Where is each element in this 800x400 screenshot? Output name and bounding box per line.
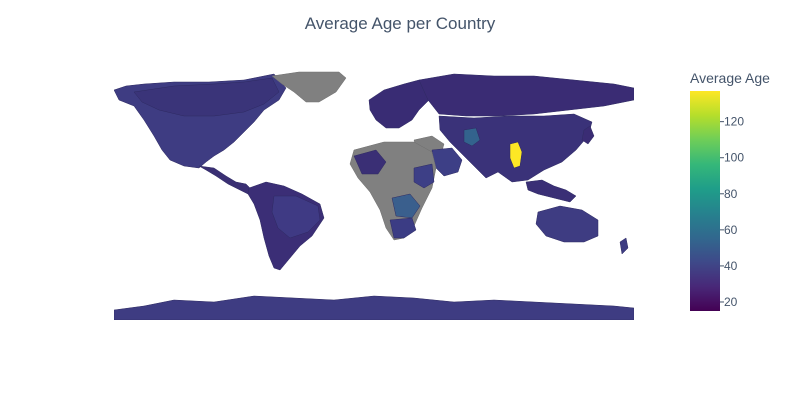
colorbar-tick-label: 20 bbox=[724, 295, 738, 309]
region-africa-west[interactable] bbox=[353, 149, 387, 175]
region-africa-central[interactable] bbox=[391, 193, 421, 219]
region-southeast-asia[interactable] bbox=[525, 179, 577, 203]
region-myanmar[interactable] bbox=[509, 141, 523, 169]
region-new-zealand[interactable] bbox=[619, 237, 629, 255]
region-greenland[interactable] bbox=[271, 71, 347, 103]
region-africa-east[interactable] bbox=[413, 163, 435, 189]
region-africa-south[interactable] bbox=[389, 217, 417, 239]
colorbar-tick-label: 120 bbox=[724, 115, 744, 129]
colorbar-tick-label: 100 bbox=[724, 151, 744, 165]
colorbar-tick-label: 60 bbox=[724, 223, 738, 237]
colorbar-ticks: 20 40 60 80 100 120 bbox=[720, 115, 744, 309]
region-japan[interactable] bbox=[581, 125, 595, 145]
region-brazil[interactable] bbox=[271, 195, 321, 239]
world-choropleth-map[interactable] bbox=[114, 70, 634, 320]
colorbar-tick-label: 80 bbox=[724, 187, 738, 201]
region-europe[interactable] bbox=[368, 79, 433, 129]
region-russia[interactable] bbox=[418, 73, 634, 117]
region-pakistan[interactable] bbox=[463, 127, 481, 147]
region-australia[interactable] bbox=[535, 205, 599, 243]
region-antarctica[interactable] bbox=[114, 295, 634, 320]
colorbar: 20 40 60 80 100 120 bbox=[690, 91, 744, 311]
colorbar-title: Average Age bbox=[690, 70, 770, 86]
map-title: Average Age per Country bbox=[304, 14, 496, 33]
region-canada[interactable] bbox=[133, 77, 280, 117]
colorbar-gradient bbox=[690, 91, 720, 311]
colorbar-tick-label: 40 bbox=[724, 259, 738, 273]
